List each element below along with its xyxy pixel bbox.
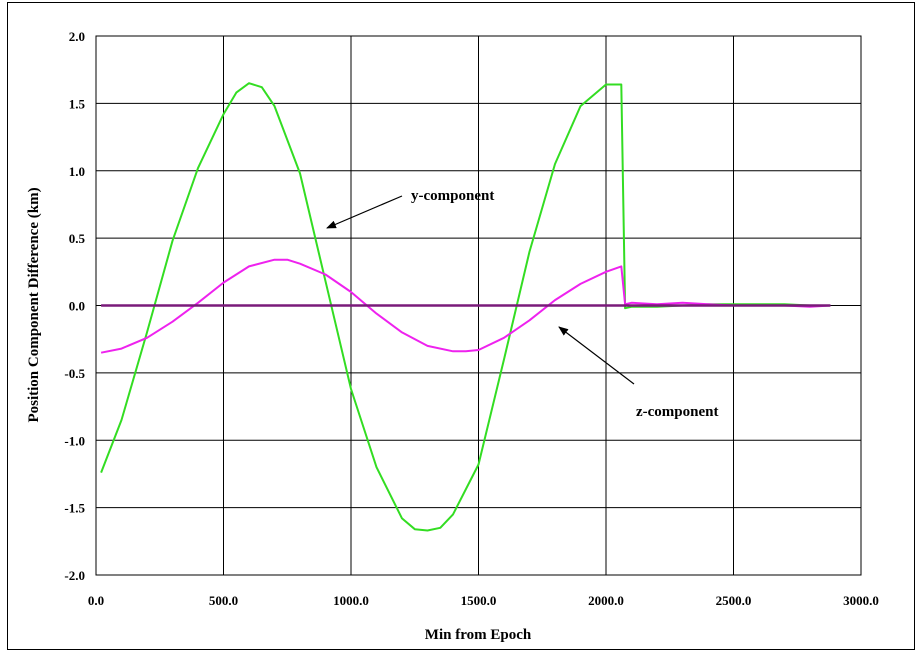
x-tick-label: 1000.0 [333, 593, 369, 608]
y-tick-label: -1.5 [64, 501, 85, 516]
y-tick-label: 1.0 [69, 164, 85, 179]
x-tick-label: 2500.0 [716, 593, 752, 608]
x-tick-label: 3000.0 [843, 593, 879, 608]
y-tick-label: 2.0 [69, 29, 85, 44]
y-axis-label: Position Component Difference (km) [26, 187, 42, 422]
y-axis-ticks: 2.0 1.5 1.0 0.5 0.0 -0.5 -1.0 -1.5 -2.0 [64, 29, 85, 583]
y-tick-label: 1.5 [69, 96, 86, 111]
series-line-z [100, 258, 831, 354]
y-component-label: y-component [411, 188, 494, 204]
x-tick-label: 1500.0 [461, 593, 497, 608]
x-tick-label: 0.0 [88, 593, 104, 608]
x-tick-label: 500.0 [209, 593, 238, 608]
series-line-y [100, 82, 831, 532]
y-tick-label: -0.5 [64, 366, 85, 381]
chart-frame [7, 2, 915, 650]
x-tick-label: 2000.0 [588, 593, 624, 608]
series-group [100, 82, 831, 532]
y-tick-label: 0.5 [69, 231, 86, 246]
z-component-annotation: z-component [558, 326, 719, 420]
z-component-arrow [558, 326, 635, 385]
x-axis-ticks: 0.0 500.0 1000.0 1500.0 2000.0 2500.0 3000.0 [88, 593, 879, 608]
y-component-annotation: y-component [326, 188, 494, 229]
y-tick-label: -2.0 [64, 568, 85, 583]
y-tick-label: -1.0 [64, 433, 85, 448]
z-component-label: z-component [636, 404, 719, 420]
y-tick-label: 0.0 [69, 299, 85, 314]
x-axis-label: Min from Epoch [425, 627, 532, 643]
y-component-arrow [326, 195, 403, 229]
